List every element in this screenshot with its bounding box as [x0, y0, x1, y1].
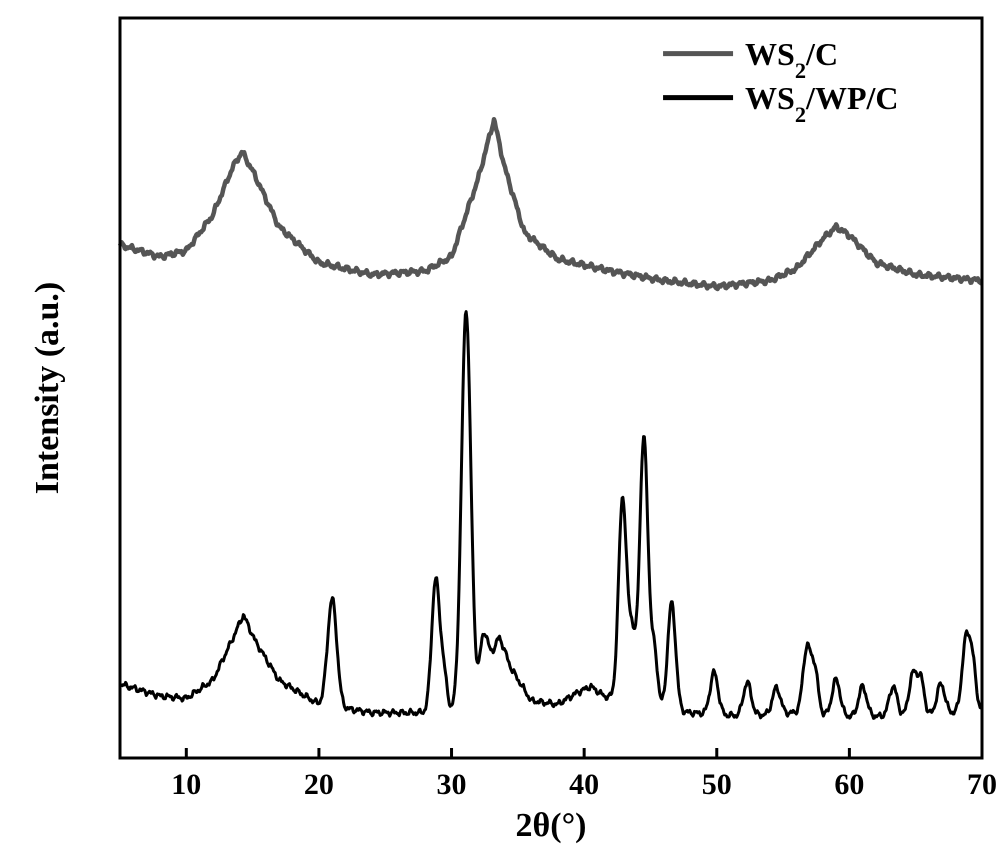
chart-background [0, 0, 1000, 858]
x-tick-label: 60 [834, 768, 864, 801]
x-tick-label: 40 [569, 768, 599, 801]
x-tick-label: 10 [171, 768, 201, 801]
x-tick-label: 20 [304, 768, 334, 801]
x-tick-label: 70 [967, 768, 997, 801]
xrd-chart: 102030405060702θ(°)Intensity (a.u.)WS2/C… [0, 0, 1000, 858]
y-axis-label: Intensity (a.u.) [29, 282, 66, 495]
x-axis-label: 2θ(°) [516, 807, 587, 844]
chart-svg: 102030405060702θ(°)Intensity (a.u.)WS2/C… [0, 0, 1000, 858]
x-tick-label: 50 [702, 768, 732, 801]
x-tick-label: 30 [437, 768, 467, 801]
